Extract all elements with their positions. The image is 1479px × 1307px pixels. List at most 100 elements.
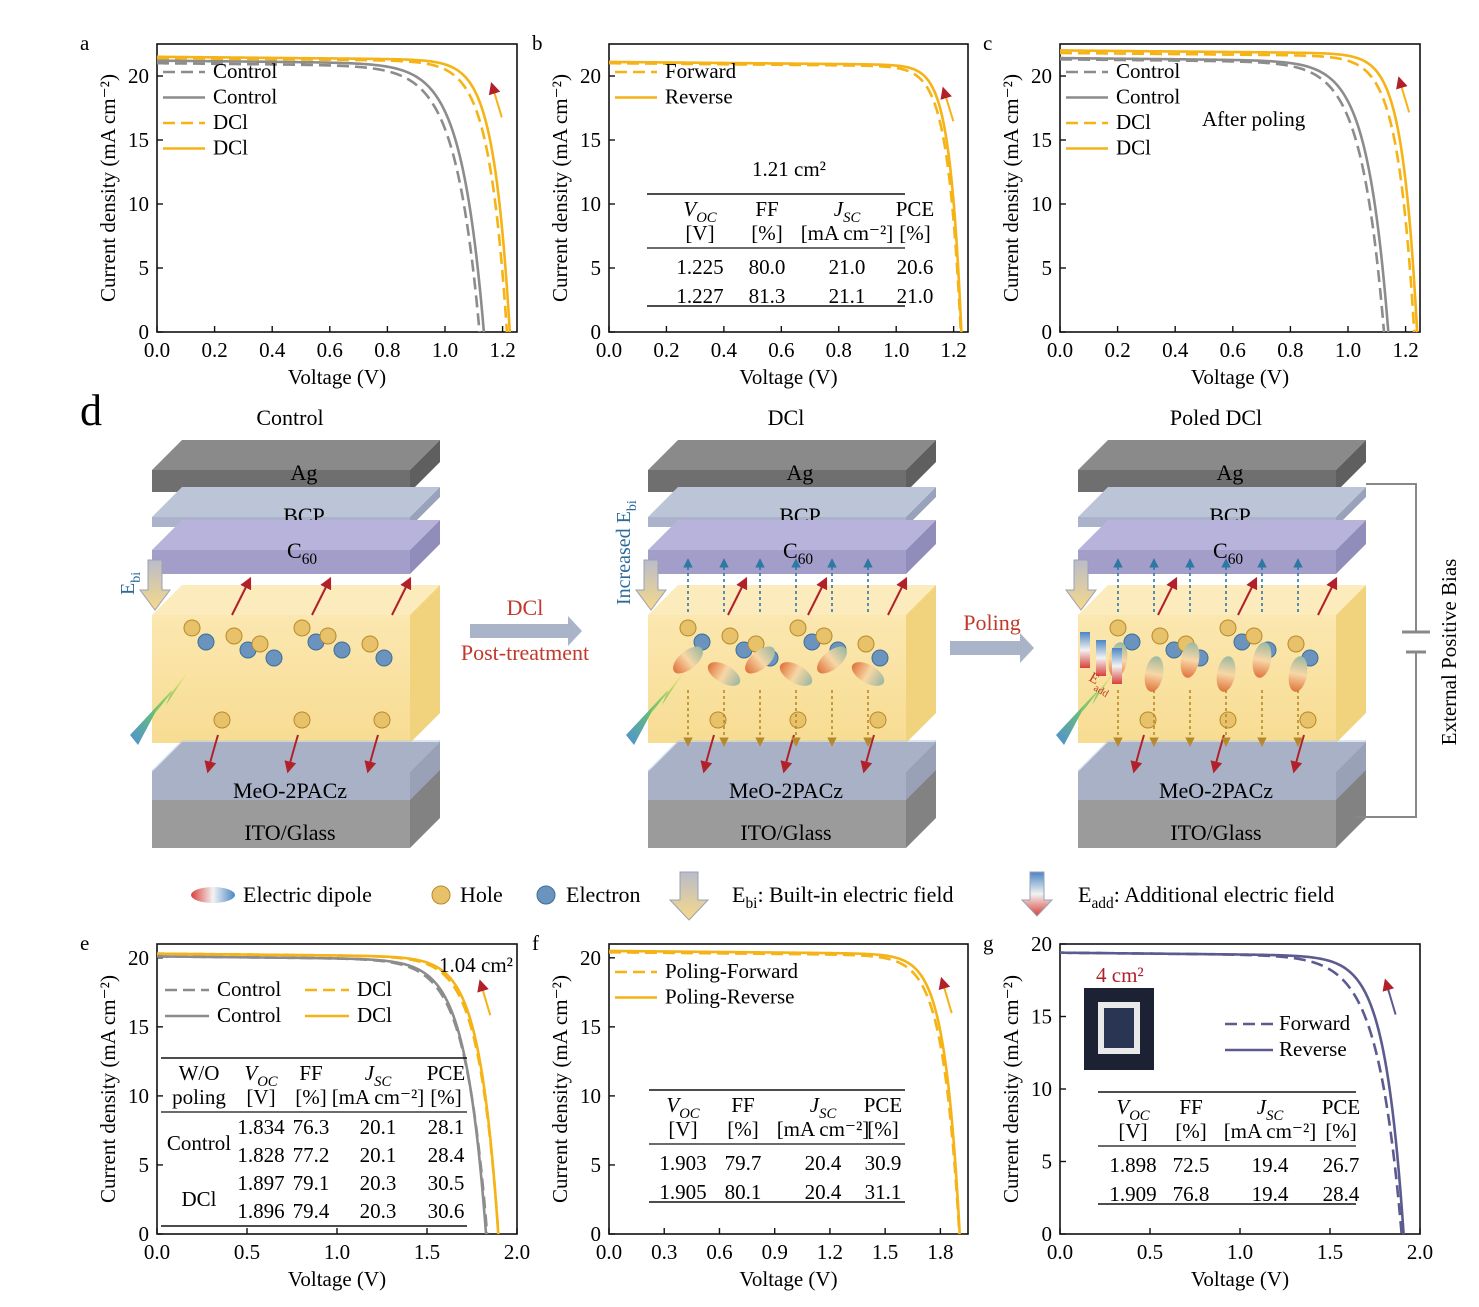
table-header-unit: [%] xyxy=(1325,1119,1356,1143)
legend-label: Control xyxy=(217,1003,281,1027)
table-header: VOC xyxy=(244,1061,277,1090)
table-header-unit: [mA cm⁻²] xyxy=(801,221,894,245)
x-axis-label: Voltage (V) xyxy=(288,365,386,389)
series-line-1 xyxy=(156,59,486,333)
chart-panel-b: b 0.0 0.2 0.4 0.6 0.8 1.0 1.2 0 5 10 15 20 Voltage (V… xyxy=(532,31,969,389)
slab-side xyxy=(1336,440,1366,492)
x-tick-label: 1.2 xyxy=(817,1240,843,1264)
table-header: FF xyxy=(755,197,778,221)
y-tick-label: 15 xyxy=(128,128,149,152)
chart-panel-e: e 0.0 0.5 1.0 1.5 2.0 0 5 10 15 20 Voltage (V) Curre… xyxy=(80,931,530,1291)
y-tick-label: 0 xyxy=(591,320,602,344)
device-schematic: d ControlAgBCPC60MeO-2PACzITO/GlassEbiDCl… xyxy=(80,386,1461,848)
slab-side xyxy=(410,520,440,574)
table-cell: 1.834 xyxy=(237,1115,285,1139)
slab-top xyxy=(152,487,440,517)
table-cell: 30.6 xyxy=(428,1199,465,1223)
slab-side xyxy=(410,585,440,743)
legend-label: DCl xyxy=(1116,136,1151,160)
process-arrow-1-label: DCl xyxy=(507,595,544,620)
electron-path xyxy=(1237,576,1258,616)
table-cell: 20.1 xyxy=(360,1143,397,1167)
legend-ebi-label: Ebi: Built-in electric field xyxy=(732,882,954,912)
dipole-icon xyxy=(1144,656,1164,692)
y-tick-label: 0 xyxy=(139,1222,150,1246)
table-cell: 20.6 xyxy=(897,255,934,279)
dipole-icon xyxy=(851,662,885,686)
ebi-arrow-icon xyxy=(139,559,171,611)
hole-path xyxy=(204,734,219,774)
legend-label: DCl xyxy=(213,110,248,134)
table-cell: 1.897 xyxy=(237,1171,284,1195)
x-tick-label: 1.0 xyxy=(1335,338,1361,362)
electron-path xyxy=(807,576,828,616)
table-header: W/O xyxy=(179,1061,220,1085)
hole-icon xyxy=(679,619,697,637)
bias-wire-bottom xyxy=(1356,652,1417,818)
x-tick-label: 0.2 xyxy=(653,338,679,362)
hole-icon xyxy=(1219,711,1237,729)
y-tick-label: 5 xyxy=(139,1153,150,1177)
label-subscript: 60 xyxy=(798,551,814,568)
device-title: Poled DCl xyxy=(1170,405,1262,430)
series-line-1 xyxy=(608,949,962,1235)
table-cell: 81.3 xyxy=(749,284,786,308)
plot-frame xyxy=(156,43,518,333)
table-header-unit: [V] xyxy=(668,1117,697,1141)
electron-icon xyxy=(871,649,889,667)
hole-icon xyxy=(1245,627,1263,645)
series-line-0 xyxy=(608,950,961,1235)
panel-label: g xyxy=(983,931,994,955)
field-arrow xyxy=(1065,559,1097,611)
series-line-1 xyxy=(156,955,488,1235)
x-tick-label: 0.6 xyxy=(317,338,343,362)
label-main: E xyxy=(117,583,139,595)
x-tick-label: 1.0 xyxy=(883,338,909,362)
chart-panel-a: a 0.0 0.2 0.4 0.6 0.8 1.0 1.2 0 5 10 15 20 Voltage (V… xyxy=(80,31,518,389)
table-cell: 26.7 xyxy=(1323,1153,1360,1177)
slab-top xyxy=(1078,585,1366,615)
table-header: JSC xyxy=(365,1061,392,1090)
slab-top xyxy=(648,440,936,470)
table-header-unit: [%] xyxy=(295,1085,326,1109)
legend-label: Poling-Forward xyxy=(665,959,798,983)
hole-icon xyxy=(1151,627,1169,645)
x-axis-label: Voltage (V) xyxy=(288,1267,386,1291)
x-tick-label: 1.5 xyxy=(414,1240,440,1264)
legend-label: DCl xyxy=(357,1003,392,1027)
slab-top xyxy=(1078,520,1366,550)
table-header-unit: [V] xyxy=(685,221,714,245)
table-cell: 1.909 xyxy=(1109,1182,1156,1206)
legend-electron-label: Electron xyxy=(566,882,641,907)
x-tick-label: 0.3 xyxy=(651,1240,677,1264)
layer-label: C60 xyxy=(287,538,317,568)
x-tick-label: 1.5 xyxy=(872,1240,898,1264)
annotation: 4 cm² xyxy=(1096,963,1144,987)
series-line-1 xyxy=(1059,951,1405,1235)
electron-icon xyxy=(375,649,393,667)
hole-icon xyxy=(1219,619,1237,637)
table-cell: 20.4 xyxy=(805,1151,842,1175)
dipole-icon xyxy=(817,646,847,674)
hole-icon xyxy=(815,627,833,645)
field-arrow: Increased Ebi xyxy=(613,500,667,611)
series-line-3 xyxy=(156,952,500,1235)
table-header-unit: [mA cm⁻²] xyxy=(332,1085,425,1109)
slab-front xyxy=(152,470,410,492)
table-cell: 76.8 xyxy=(1173,1182,1210,1206)
table-cell: 79.7 xyxy=(725,1151,762,1175)
table-title: 1.21 cm² xyxy=(752,157,826,181)
slab-side xyxy=(1336,487,1366,527)
slab-side xyxy=(410,487,440,527)
panel-label: e xyxy=(80,931,89,955)
x-tick-label: 1.5 xyxy=(1317,1240,1343,1264)
electron-icon xyxy=(197,633,215,651)
slab-top xyxy=(152,520,440,550)
panel-label: b xyxy=(532,31,543,55)
series-line-3 xyxy=(156,55,512,333)
table-header-unit: [V] xyxy=(1118,1119,1147,1143)
layer-c60 xyxy=(1078,520,1366,574)
label-main: Increased E xyxy=(613,511,635,605)
table-header: FF xyxy=(731,1093,754,1117)
